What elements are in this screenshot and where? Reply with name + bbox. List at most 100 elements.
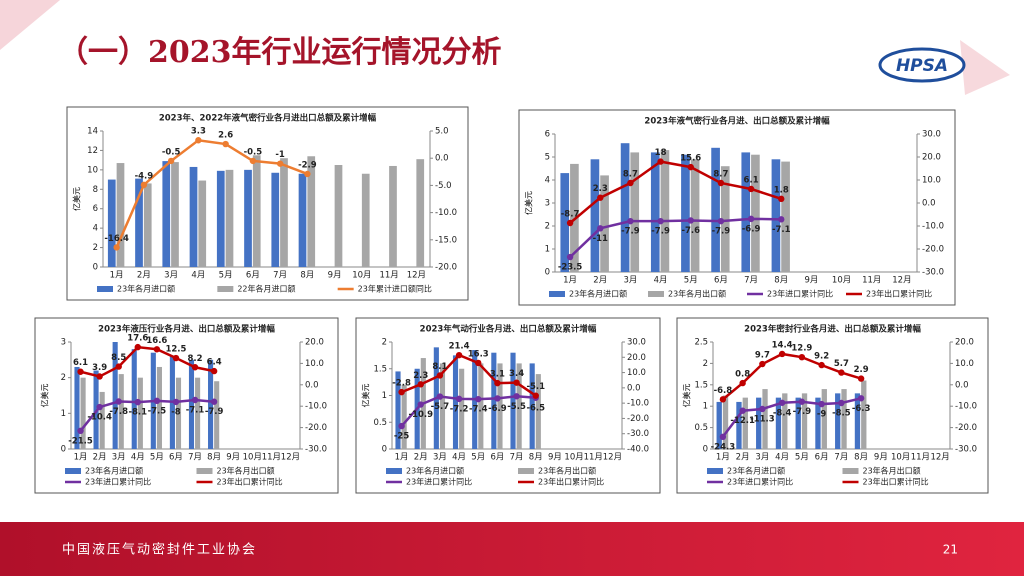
y2-tick-label: -10.0: [305, 402, 327, 412]
y2-tick-label: -30.0: [955, 445, 977, 455]
x-tick-label: 12月: [407, 271, 426, 281]
line-point: [513, 379, 520, 386]
line-point: [436, 372, 444, 379]
y-tick-label: 2: [382, 338, 387, 348]
x-tick-label: 10月: [564, 453, 583, 463]
data-label: -24.3: [711, 442, 736, 452]
bar: [861, 380, 867, 449]
data-label: -6.8: [714, 386, 733, 396]
data-label: -7.4: [469, 405, 488, 415]
x-tick-label: 12月: [603, 453, 622, 463]
bar: [112, 342, 118, 449]
y2-tick-label: 0.0: [627, 383, 641, 393]
line-point: [153, 397, 161, 405]
line-point: [115, 398, 122, 405]
bar: [214, 381, 220, 449]
x-tick-label: 9月: [804, 276, 818, 286]
line-point: [532, 392, 539, 399]
bar: [80, 377, 86, 449]
line-series: [115, 138, 308, 248]
data-label: 0.8: [735, 370, 750, 380]
legend-swatch: [707, 468, 723, 474]
line-point: [417, 401, 424, 408]
line-series: [569, 217, 782, 258]
chart-title: 2023年密封行业各月进、出口总额及累计增幅: [744, 324, 921, 335]
y2-tick-label: 0.0: [435, 154, 449, 164]
data-label: -10.4: [87, 413, 112, 423]
data-label: 8.7: [713, 169, 728, 179]
y2-tick-label: -20.0: [922, 245, 944, 255]
bar: [815, 397, 821, 449]
bar: [711, 147, 720, 272]
x-tick-label: 5月: [684, 276, 698, 286]
data-label: 18: [655, 148, 667, 158]
line-point: [417, 381, 424, 388]
legend-label: 23年累计进口额同比: [358, 284, 432, 294]
x-tick-label: 5月: [795, 453, 809, 463]
y2-tick-label: -10.0: [435, 208, 457, 218]
line-point: [566, 219, 574, 227]
line-point: [475, 395, 482, 403]
y2-tick-label: -10.0: [955, 402, 977, 412]
data-label: 8.1: [432, 362, 447, 372]
y2-tick-label: -10.0: [922, 222, 944, 232]
bar: [198, 180, 207, 267]
y-tick-label: 2: [93, 243, 98, 253]
line-point: [778, 216, 785, 223]
data-label: -5.1: [526, 382, 545, 392]
legend-label: 23年进口累计同比: [727, 477, 793, 487]
x-tick-label: 11月: [379, 271, 398, 281]
y2-tick-label: 10.0: [627, 368, 646, 378]
data-label: 16.6: [146, 336, 167, 346]
line-series: [569, 160, 782, 224]
line-point: [798, 398, 806, 405]
line-point: [818, 361, 825, 369]
bar: [720, 166, 730, 272]
y2-tick-label: 10.0: [922, 176, 941, 186]
y-tick-label: 5: [545, 153, 550, 163]
data-label: 2.6: [218, 131, 233, 141]
line-point: [96, 403, 103, 411]
bar: [189, 166, 198, 267]
line-point: [134, 398, 141, 406]
bar: [298, 173, 307, 267]
x-tick-label: 4月: [775, 453, 789, 463]
logo: HPSA: [896, 56, 948, 76]
bar: [361, 173, 370, 267]
bar: [497, 363, 503, 449]
line-point: [249, 157, 257, 165]
line-point: [475, 359, 482, 367]
data-label: -7.9: [651, 227, 670, 237]
bar: [736, 401, 742, 449]
bar: [795, 397, 801, 449]
x-tick-label: 8月: [207, 453, 221, 463]
line-point: [857, 375, 865, 382]
x-tick-label: 11月: [862, 276, 881, 286]
data-label: -7.9: [205, 407, 224, 417]
y2-tick-label: 5.0: [435, 127, 449, 137]
bar: [244, 169, 252, 267]
data-label: 12.5: [165, 345, 186, 355]
data-label: 14.4: [772, 340, 793, 350]
data-label: 9.7: [755, 351, 770, 361]
bar: [741, 152, 751, 272]
y-tick-label: 0: [545, 268, 550, 278]
y2-tick-label: -20.0: [305, 423, 327, 433]
chart-frame: [518, 109, 956, 306]
y-tick-label: 4: [545, 176, 550, 186]
legend-swatch: [648, 291, 664, 297]
bar: [690, 159, 700, 272]
data-label: 3.4: [509, 369, 524, 379]
legend-swatch: [518, 468, 534, 474]
bar: [271, 172, 280, 267]
bar: [208, 359, 214, 449]
data-label: -16.4: [104, 234, 129, 244]
x-tick-label: 9月: [328, 271, 342, 281]
data-label: -7.6: [681, 226, 700, 236]
data-label: 3.9: [92, 363, 107, 373]
x-tick-label: 5月: [219, 271, 233, 281]
y2-tick-label: 0.0: [922, 199, 936, 209]
bar: [516, 363, 522, 449]
